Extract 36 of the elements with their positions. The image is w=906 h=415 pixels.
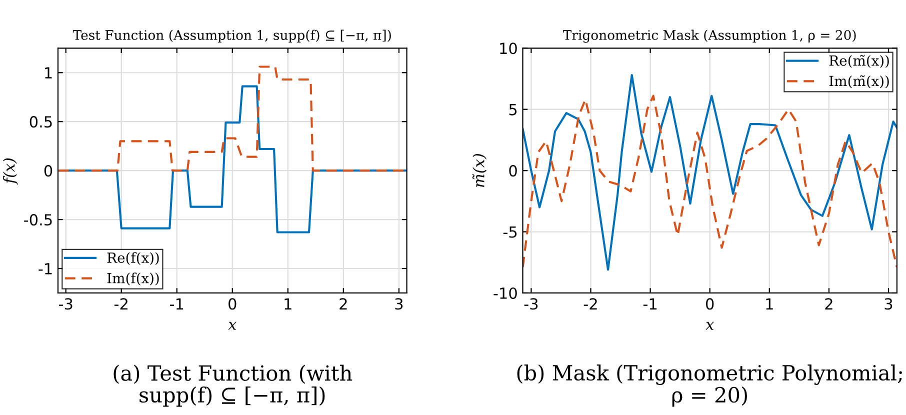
y-tick-label: 5 (509, 104, 517, 116)
text: (a) Test Function (with supp(f) ⊆ [−π, π]) (114, 364, 352, 407)
x-tick-label: 2 (825, 298, 832, 310)
x-tick-label: -3 (58, 298, 72, 310)
y-tick-label: 0 (509, 165, 517, 177)
legend-label: Re(f(x)) (107, 252, 159, 265)
x-axis-title: x (706, 322, 714, 330)
y-tick-label: 10 (500, 42, 517, 54)
x-tick-label: -3 (524, 298, 538, 310)
x-tick-label: 1 (284, 298, 292, 310)
y-tick-label: -1 (38, 263, 52, 274)
chart-title: Trigonometric Mask (Assumption 1, ρ = 20) (562, 30, 856, 43)
text: (b) Mask (Trigonometric Polynomial; ρ = 20) (517, 364, 902, 407)
y-axis-title: m̃(x) (472, 154, 487, 188)
y-tick-label: -0.5 (24, 214, 52, 226)
x-tick-label: -1 (170, 298, 184, 310)
x-tick-label: 3 (395, 298, 403, 310)
x-tick-label: 0 (228, 298, 236, 310)
y-tick-label: -10 (494, 287, 517, 300)
x-axis-title: x (228, 322, 236, 330)
x-tick-label: 3 (884, 298, 892, 310)
x-tick-label: 1 (766, 298, 773, 310)
legend-label: Im(f(x)) (107, 272, 159, 286)
x-tick-label: -2 (114, 298, 128, 310)
y-tick-label: 1 (45, 67, 52, 78)
chart-title: Test Function (Assumption 1, supp(f) ⊆ [−π, π]) (72, 30, 391, 43)
x-tick-label: -1 (643, 298, 657, 310)
y-axis-title: f(x) (2, 158, 18, 185)
x-tick-label: 2 (340, 298, 347, 310)
y-tick-label: 0 (44, 165, 52, 177)
y-tick-label: 0.5 (30, 116, 52, 128)
legend-label: Im(m̃(x)) (829, 75, 889, 88)
x-tick-label: -2 (584, 298, 597, 310)
legend-label: Re(m̃(x)) (829, 54, 889, 68)
x-tick-label: 0 (706, 298, 714, 310)
y-tick-label: -5 (503, 226, 517, 238)
